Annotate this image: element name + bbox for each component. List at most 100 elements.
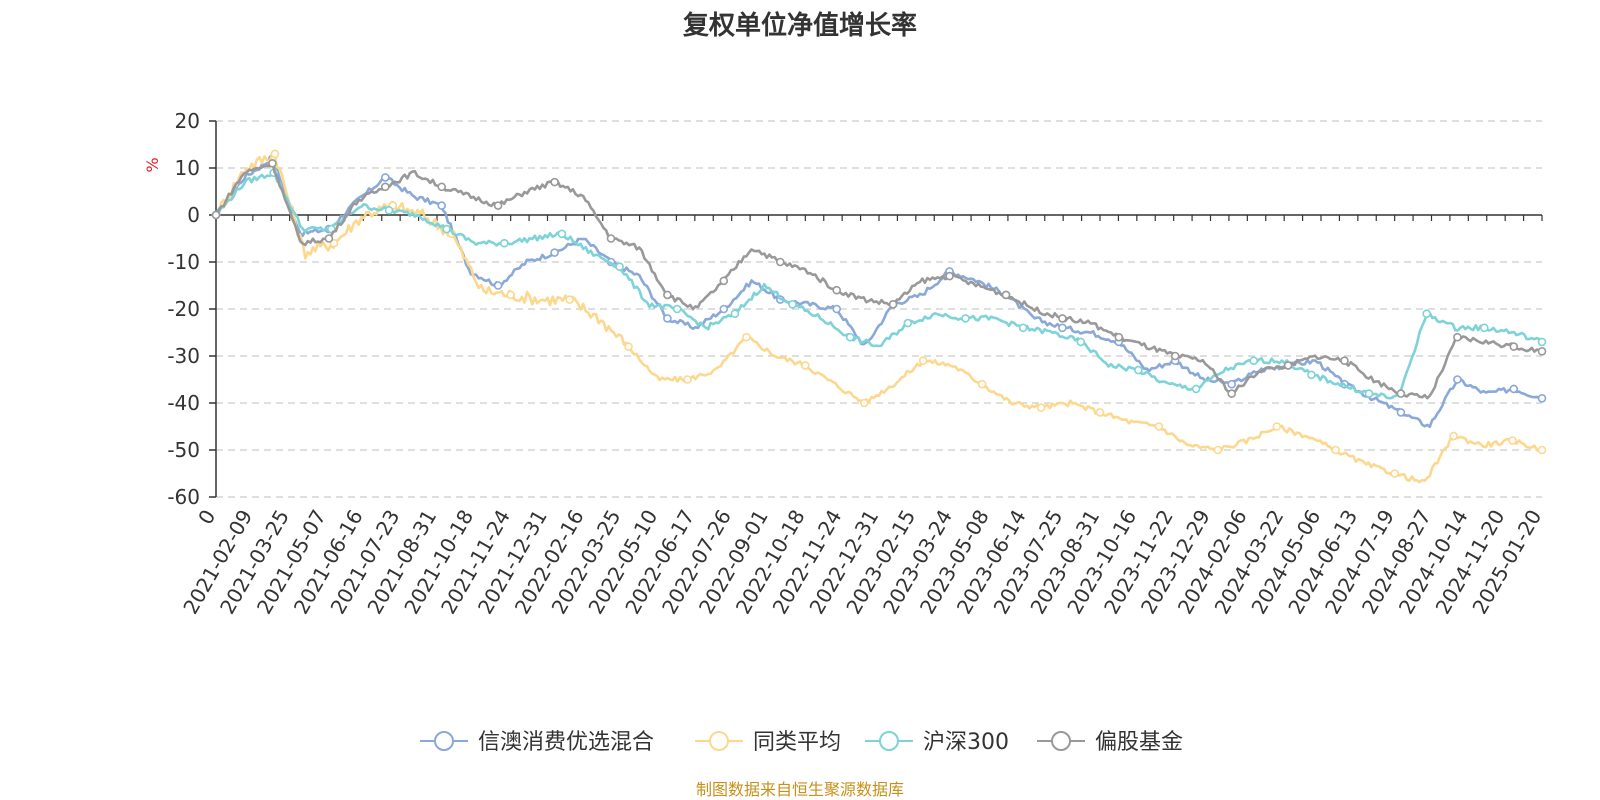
data-point: [1170, 351, 1180, 361]
legend-label: 同类平均: [753, 730, 841, 755]
y-tick-label: -50: [167, 438, 200, 462]
data-point: [557, 229, 567, 239]
legend-item-1[interactable]: 信澳消费优选混合: [420, 730, 654, 755]
data-point: [1340, 356, 1349, 366]
data-point: [1509, 384, 1519, 394]
data-point: [719, 304, 729, 314]
y-tick-label: -30: [167, 344, 200, 368]
y-tick-label: -60: [167, 485, 200, 509]
legend-swatch-marker: [1051, 731, 1071, 751]
data-point: [977, 379, 987, 389]
data-point: [663, 314, 672, 323]
axes: 20100-10-20-30-40-50-6002021-02-092021-0…: [167, 109, 1546, 618]
legend-swatch-marker: [434, 731, 454, 751]
data-point: [945, 271, 954, 281]
data-point: [1283, 361, 1293, 370]
chart-title: 复权单位净值增长率: [683, 10, 917, 41]
legend[interactable]: 信澳消费优选混合 同类平均 沪深300 偏股基金: [420, 730, 1183, 755]
data-point: [775, 257, 785, 267]
data-point: [1449, 431, 1458, 441]
data-point: [550, 248, 559, 257]
legend-item-4[interactable]: 偏股基金: [1037, 730, 1183, 755]
data-point: [550, 177, 559, 187]
data-point: [1001, 290, 1011, 300]
series-layer: [211, 149, 1547, 484]
data-point: [1036, 403, 1046, 413]
y-tick-label: -40: [167, 391, 200, 415]
legend-swatch-marker: [879, 731, 899, 751]
data-point: [1396, 408, 1406, 417]
data-point: [270, 149, 280, 159]
data-point: [380, 173, 390, 182]
series-line: [215, 153, 1543, 484]
data-point: [565, 295, 574, 304]
data-point: [493, 281, 503, 290]
data-point: [683, 375, 692, 384]
data-point: [329, 238, 339, 248]
data-point: [211, 210, 221, 220]
data-point: [1453, 375, 1462, 384]
data-point: [672, 304, 682, 314]
data-point: [788, 299, 797, 309]
data-point: [1537, 393, 1547, 403]
data-point: [493, 201, 503, 210]
legend-item-3[interactable]: 沪深300: [865, 730, 1009, 755]
data-point: [1227, 379, 1236, 389]
data-point: [800, 361, 810, 370]
data-point: [1154, 422, 1164, 431]
source-footer: 制图数据来自恒生聚源数据库: [696, 780, 904, 799]
legend-swatch-marker: [709, 731, 729, 751]
series-line: [214, 155, 1543, 429]
data-point: [1509, 342, 1519, 351]
y-tick-label: 10: [175, 156, 200, 180]
data-point: [832, 304, 842, 314]
legend-label: 信澳消费优选混合: [478, 730, 654, 755]
grid-lines: [216, 120, 1542, 498]
data-point: [859, 398, 869, 408]
data-point: [1396, 389, 1406, 398]
data-point: [1018, 323, 1028, 333]
x-tick-label: 0: [193, 506, 220, 529]
y-tick-label: -20: [167, 297, 200, 321]
data-point: [1453, 332, 1462, 342]
data-point: [1134, 365, 1143, 375]
data-point: [730, 309, 740, 319]
data-point: [1422, 309, 1431, 319]
data-point: [742, 332, 751, 342]
data-point: [1272, 422, 1282, 431]
series-line: [215, 172, 1543, 400]
data-point: [442, 224, 451, 234]
data-point: [1227, 389, 1236, 398]
y-axis-label: %: [143, 157, 162, 172]
data-point: [961, 314, 970, 323]
data-point: [918, 356, 928, 366]
data-point: [380, 182, 390, 192]
y-tick-label: 20: [175, 109, 200, 133]
data-point: [888, 299, 898, 309]
data-point: [1076, 337, 1086, 347]
legend-label: 沪深300: [923, 730, 1009, 755]
data-point: [1058, 314, 1067, 323]
data-point: [615, 262, 624, 272]
data-point: [1537, 337, 1547, 347]
data-point: [1537, 445, 1547, 455]
data-point: [719, 276, 729, 286]
data-point: [1390, 469, 1399, 478]
data-point: [903, 318, 913, 328]
y-tick-label: 0: [187, 203, 200, 227]
data-point: [1191, 384, 1201, 394]
legend-item-2[interactable]: 同类平均: [695, 730, 841, 755]
series-2: [211, 149, 1547, 484]
y-tick-label: -10: [167, 250, 200, 274]
data-point: [1249, 356, 1258, 366]
data-point: [1213, 445, 1223, 455]
data-point: [1364, 389, 1374, 398]
data-point: [1537, 346, 1547, 356]
data-point: [268, 159, 277, 168]
data-point: [663, 290, 672, 300]
series-3: [211, 168, 1547, 400]
data-point: [1307, 370, 1316, 380]
data-point: [832, 285, 842, 295]
